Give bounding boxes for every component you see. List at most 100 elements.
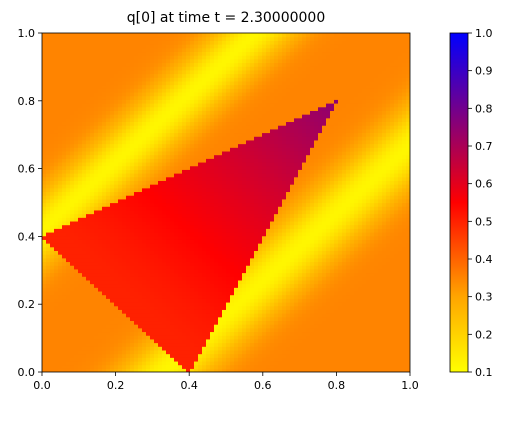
heatmap-cell <box>178 279 183 285</box>
heatmap-cell <box>254 99 259 104</box>
heatmap-cell <box>102 290 107 296</box>
heatmap-cell <box>126 287 131 292</box>
heatmap-cell <box>222 84 227 89</box>
heatmap-cell <box>218 305 223 310</box>
heatmap-cell <box>90 213 95 218</box>
heatmap-cell <box>194 257 199 263</box>
heatmap-cell <box>174 62 179 67</box>
heatmap-cell <box>226 316 231 322</box>
heatmap-cell <box>182 364 187 369</box>
heatmap-cell <box>210 327 215 333</box>
heatmap-cell <box>214 47 219 53</box>
heatmap-cell <box>110 88 115 93</box>
heatmap-cell <box>54 246 59 251</box>
heatmap-cell <box>134 335 139 340</box>
heatmap-cell <box>162 77 167 82</box>
heatmap-cell <box>150 257 155 263</box>
heatmap-cell <box>134 283 139 288</box>
heatmap-cell <box>238 106 243 111</box>
heatmap-cell <box>158 250 163 255</box>
heatmap-cell <box>222 136 227 141</box>
heatmap-cell <box>174 154 179 159</box>
heatmap-cell <box>166 231 171 237</box>
heatmap-cell <box>98 276 103 281</box>
heatmap-cell <box>66 51 71 56</box>
heatmap-cell <box>170 80 175 86</box>
heatmap-cell <box>206 231 211 237</box>
heatmap-cell <box>222 173 227 178</box>
heatmap-cell <box>138 209 143 215</box>
heatmap-cell <box>182 213 187 218</box>
heatmap-cell <box>50 147 55 152</box>
heatmap-cell <box>242 368 247 372</box>
heatmap-cell <box>86 121 91 126</box>
heatmap-cell <box>202 353 207 358</box>
heatmap-cell <box>166 195 171 200</box>
heatmap-cell <box>94 55 99 60</box>
heatmap-cell <box>114 279 119 285</box>
heatmap-cell <box>234 357 239 362</box>
heatmap-cell <box>210 136 215 141</box>
heatmap-cell <box>70 40 75 45</box>
heatmap-cell <box>54 154 59 159</box>
heatmap-cell <box>186 305 191 310</box>
heatmap-cell <box>238 294 243 299</box>
heatmap-cell <box>150 33 155 38</box>
heatmap-cell <box>102 261 107 266</box>
heatmap-cell <box>210 360 215 366</box>
heatmap-cell <box>98 324 103 329</box>
heatmap-cell <box>66 158 71 163</box>
heatmap-cell <box>182 91 187 97</box>
heatmap-cell <box>142 176 147 181</box>
heatmap-cell <box>234 176 239 181</box>
heatmap-cell <box>106 243 111 248</box>
heatmap-cell <box>114 47 119 53</box>
heatmap-cell <box>114 235 119 240</box>
heatmap-cell <box>134 158 139 163</box>
heatmap-cell <box>62 62 67 67</box>
heatmap-cell <box>110 224 115 229</box>
heatmap-cell <box>254 125 259 130</box>
heatmap-cell <box>126 139 131 145</box>
heatmap-cell <box>214 368 219 372</box>
heatmap-cell <box>58 202 63 207</box>
heatmap-cell <box>66 180 71 185</box>
heatmap-cell <box>102 294 107 299</box>
heatmap-cell <box>238 176 243 181</box>
heatmap-cell <box>98 254 103 259</box>
heatmap-cell <box>106 364 111 369</box>
heatmap-cell <box>50 91 55 97</box>
heatmap-cell <box>222 110 227 115</box>
heatmap-cell <box>142 313 147 318</box>
heatmap-cell <box>202 132 207 137</box>
heatmap-cell <box>186 357 191 362</box>
heatmap-cell <box>182 298 187 303</box>
heatmap-cell <box>218 316 223 322</box>
heatmap-cell <box>202 62 207 67</box>
heatmap-cell <box>238 228 243 233</box>
heatmap-cell <box>162 290 167 296</box>
heatmap-cell <box>178 368 183 372</box>
heatmap-cell <box>98 66 103 71</box>
heatmap-cell <box>138 283 143 288</box>
heatmap-cell <box>206 66 211 71</box>
heatmap-cell <box>238 342 243 347</box>
heatmap-cell <box>94 58 99 64</box>
heatmap-cell <box>122 257 127 263</box>
heatmap-cell <box>110 117 115 123</box>
heatmap-cell <box>138 239 143 244</box>
heatmap-cell <box>70 257 75 263</box>
heatmap-cell <box>42 154 47 159</box>
heatmap-cell <box>178 316 183 322</box>
heatmap-cell <box>54 364 59 369</box>
heatmap-cell <box>82 180 87 185</box>
heatmap-cell <box>182 36 187 41</box>
heatmap-cell <box>122 99 127 104</box>
heatmap-cell <box>78 335 83 340</box>
heatmap-cell <box>78 77 83 82</box>
heatmap-cell <box>86 136 91 141</box>
heatmap-cell <box>170 349 175 355</box>
heatmap-cell <box>142 173 147 178</box>
heatmap-cell <box>230 324 235 329</box>
heatmap-cell <box>118 224 123 229</box>
